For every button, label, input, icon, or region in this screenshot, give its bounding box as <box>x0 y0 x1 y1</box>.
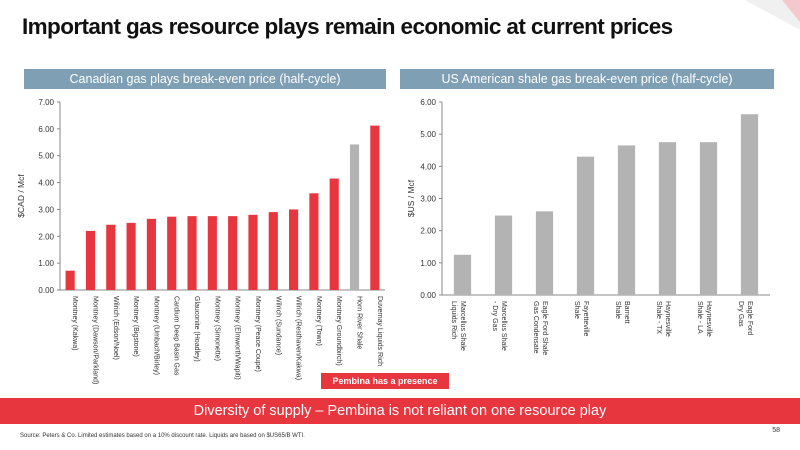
y-axis-label: $US / Mcf <box>406 179 416 217</box>
page-number: 58 <box>772 427 780 434</box>
source-note: Source: Peters & Co. Limited estimates b… <box>20 433 305 439</box>
y-tick-label: 3.00 <box>38 205 54 214</box>
x-tick-label: Duvernay Liquids Rich <box>376 296 383 366</box>
x-tick-label: Wilrich (Sundance) <box>274 296 281 355</box>
y-tick-label: 4.00 <box>420 162 436 171</box>
bar-5 <box>146 218 156 290</box>
y-axis-label: $CAD / Mcf <box>16 174 26 218</box>
us-chart-svg: 0.00 1.00 2.00 3.00 4.00 5.00 6.00 $US / Mcf Mar… <box>406 98 770 355</box>
bar-2 <box>494 215 513 295</box>
x-tick-label: Cardium Deep Basin Gas <box>173 296 180 376</box>
bar-5 <box>617 145 636 295</box>
bar-8 <box>740 114 759 296</box>
x-tick-label: Montney (Dawson/Parkland) <box>91 296 98 384</box>
us-chart: 0.00 1.00 2.00 3.00 4.00 5.00 6.00 $US / Mcf Mar… <box>400 92 780 392</box>
y-tick-label: 0.00 <box>420 291 436 300</box>
y-tick-label: 1.00 <box>420 259 436 268</box>
x-tick-label: HaynesvilleShale - LA <box>696 301 712 337</box>
bar-1 <box>453 254 472 295</box>
y-tick-label: 6.00 <box>38 125 54 134</box>
canadian-chart: 0.00 1.00 2.00 3.00 4.00 5.00 6.00 7.00 $CAD / M… <box>10 92 390 392</box>
bar-4 <box>576 156 595 295</box>
slide-title: Important gas resource plays remain econ… <box>22 14 673 39</box>
x-tick-label: FayettevilleShale <box>573 301 589 337</box>
x-tick-label: Horn River Shale <box>356 296 363 349</box>
corner-triangle-light <box>745 0 800 30</box>
bar-11 <box>268 212 278 290</box>
bar-1 <box>65 270 75 290</box>
y-tick-label: 5.00 <box>38 152 54 161</box>
y-tick-label: 5.00 <box>420 130 436 139</box>
bar-7 <box>187 216 197 290</box>
bar-6 <box>167 216 177 290</box>
y-tick-label: 6.00 <box>420 98 436 107</box>
y-tick-label: 4.00 <box>38 179 54 188</box>
x-tick-label: Montney (Bigstone) <box>132 296 139 357</box>
bar-9 <box>228 216 238 290</box>
x-tick-label: Montney (Town) <box>315 296 322 346</box>
x-tick-label: Marcellus ShaleLiquids Rich <box>450 301 466 351</box>
y-tick-label: 0.00 <box>38 286 54 295</box>
y-tick-label: 3.00 <box>420 195 436 204</box>
x-tick-label: Montney (Kakwa) <box>71 296 78 350</box>
bar-6 <box>658 142 677 295</box>
x-tick-label: Montney (Elmworth/Wapiti) <box>234 296 241 380</box>
x-tick-label: BarnettShale <box>614 301 630 324</box>
canadian-chart-svg: 0.00 1.00 2.00 3.00 4.00 5.00 6.00 7.00 $CAD / M… <box>16 98 385 384</box>
bar-13 <box>309 193 319 290</box>
x-tick-label: Eagle Ford ShaleGas Condensate <box>532 301 548 355</box>
corner-decoration <box>745 0 800 30</box>
bar-2 <box>85 230 96 290</box>
x-tick-label: Glauconite (Hoadley) <box>193 296 200 362</box>
x-tick-label: Montney Groundbirch) <box>335 296 342 366</box>
y-tick-label: 2.00 <box>38 232 54 241</box>
bar-15 <box>349 144 360 290</box>
bar-3 <box>535 211 554 295</box>
bar-16 <box>370 125 380 291</box>
bar-12 <box>289 209 299 290</box>
bar-7 <box>699 142 718 295</box>
bar-3 <box>106 224 116 290</box>
us-chart-header: US American shale gas break-even price (… <box>400 69 774 89</box>
bar-10 <box>248 214 258 290</box>
x-tick-label: Wilrich (Edson/Noel) <box>112 296 119 360</box>
x-tick-label: Eagle FordDry Gas <box>737 301 753 335</box>
y-tick-label: 1.00 <box>38 259 54 268</box>
bar-8 <box>207 216 217 290</box>
summary-banner: Diversity of supply – Pembina is not rel… <box>0 398 800 424</box>
x-tick-label: Marcellus Shale- Dry Gas <box>491 301 507 351</box>
corner-triangle-pink <box>782 0 800 22</box>
y-tick-label: 7.00 <box>38 98 54 107</box>
bar-4 <box>126 222 136 290</box>
x-tick-label: Montney (Umbach/Birley) <box>152 296 159 375</box>
x-tick-label: Wilrich (Resthaven/Kakwa) <box>295 296 302 380</box>
bar-14 <box>329 178 339 290</box>
canadian-chart-header: Canadian gas plays break-even price (hal… <box>24 69 386 89</box>
presence-legend-badge: Pembina has a presence <box>321 373 449 389</box>
x-tick-label: Montney (Simonette) <box>213 296 220 361</box>
x-tick-label: HaynesvilleShale - TX <box>655 301 671 337</box>
y-tick-label: 2.00 <box>420 227 436 236</box>
x-tick-label: Montney (Peace Coupe) <box>254 296 261 372</box>
